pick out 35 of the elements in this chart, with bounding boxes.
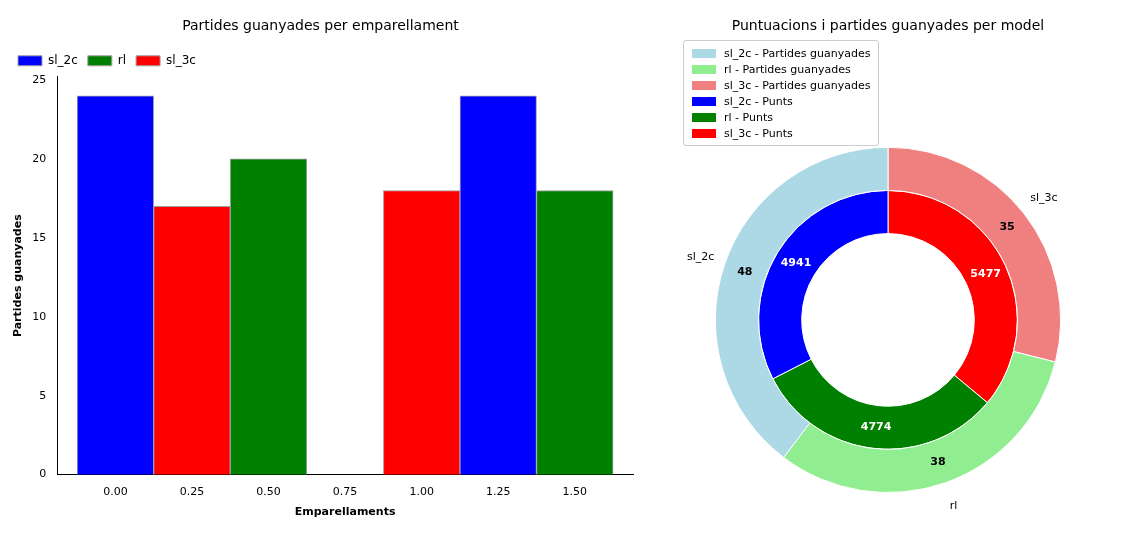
category-label: sl_3c - Partides guanyades xyxy=(724,78,871,92)
y-tick-label: 20 xyxy=(32,151,47,165)
legend-label: sl_3c xyxy=(166,52,196,67)
y-tick-label: 10 xyxy=(32,309,47,323)
y-tick-label: 0 xyxy=(39,467,47,481)
category-label: sl_2c - Punts xyxy=(724,94,793,108)
slice-label: rl xyxy=(949,499,958,513)
x-tick-label: 0.75 xyxy=(332,485,358,499)
x-axis-title: Emparellaments xyxy=(294,505,396,519)
category-label: rl - Punts xyxy=(724,110,773,124)
legend-label: rl xyxy=(117,52,127,67)
x-tick-label: 0.00 xyxy=(103,485,128,499)
y-tick-label: 15 xyxy=(32,230,47,244)
category-label: rl - Partides guanyades xyxy=(724,62,851,76)
data-label: 5477 xyxy=(970,266,1001,280)
data-label: 35 xyxy=(999,219,1015,233)
legend-label: sl_2c xyxy=(48,52,78,67)
x-tick-label: 1.25 xyxy=(485,485,511,499)
chart-title: Partides guanyades per emparellament xyxy=(182,17,460,34)
x-tick-label: 0.50 xyxy=(256,485,281,499)
data-label: 48 xyxy=(737,264,753,278)
chart-title: Puntuacions i partides guanyades per model xyxy=(731,17,1045,34)
slice-label: sl_3c xyxy=(1030,191,1058,205)
y-axis-title: Partides guanyades xyxy=(11,213,25,338)
y-tick-label: 5 xyxy=(39,388,47,402)
category-label: sl_2c - Partides guanyades xyxy=(724,46,871,60)
y-tick-label: 25 xyxy=(32,72,47,86)
category-label: sl_3c - Punts xyxy=(724,126,793,140)
slice-label: sl_2c xyxy=(687,249,715,263)
data-label: 38 xyxy=(930,455,946,469)
data-label: 4774 xyxy=(860,419,892,433)
data-label: 4941 xyxy=(780,256,812,270)
x-tick-label: 1.50 xyxy=(562,485,588,499)
x-tick-label: 0.25 xyxy=(179,485,205,499)
x-tick-label: 1.00 xyxy=(409,485,434,499)
